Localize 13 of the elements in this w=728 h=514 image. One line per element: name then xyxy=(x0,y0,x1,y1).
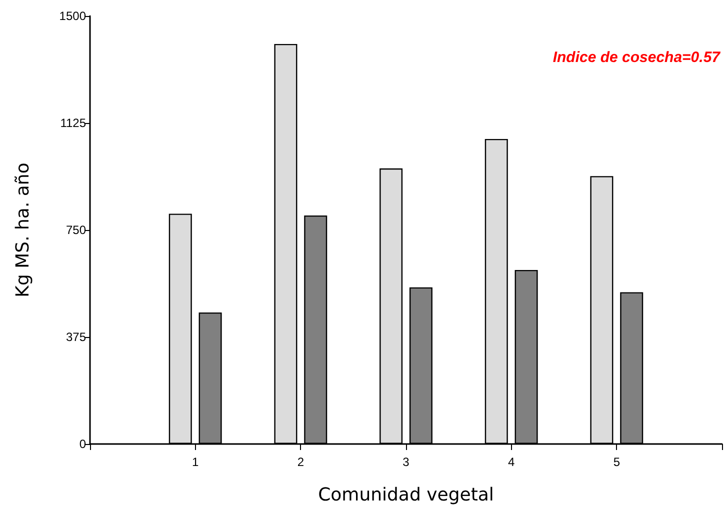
annotation: Indice de cosecha=0.57 xyxy=(552,49,721,66)
x-axis-title: Comunidad vegetal xyxy=(318,484,494,506)
x-tick-label: 4 xyxy=(508,455,515,469)
y-axis-title: Kg MS. ha. año xyxy=(12,162,34,298)
x-tick-label: 5 xyxy=(613,455,620,469)
x-tick-label: 1 xyxy=(192,455,199,469)
x-tick-label: 2 xyxy=(297,455,304,469)
y-tick-label: 750 xyxy=(66,223,86,237)
y-tick-label: 1500 xyxy=(59,9,86,23)
x-tick-label: 3 xyxy=(402,455,410,469)
y-tick-label: 0 xyxy=(79,437,86,451)
y-tick-label: 1125 xyxy=(60,116,86,130)
y-tick-label: 375 xyxy=(66,330,86,344)
